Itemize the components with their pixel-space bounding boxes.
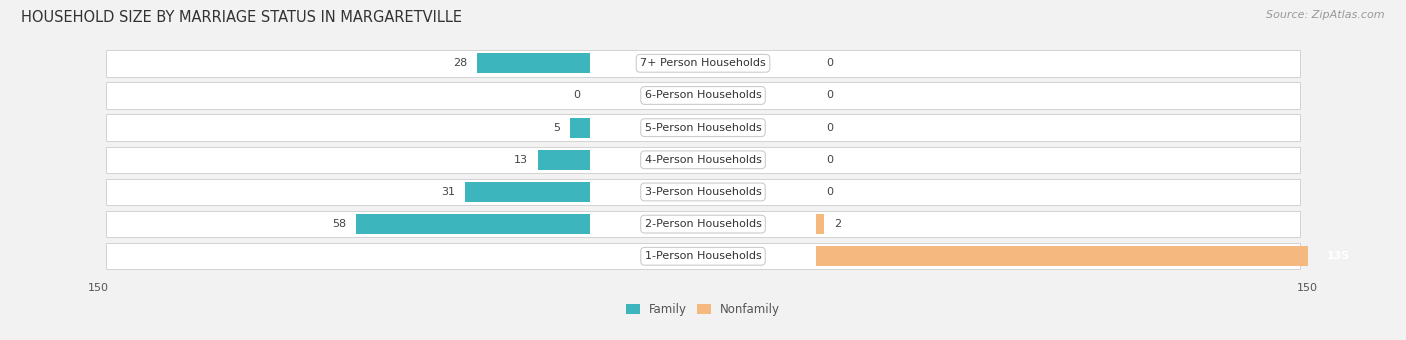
Text: Source: ZipAtlas.com: Source: ZipAtlas.com	[1267, 10, 1385, 20]
Legend: Family, Nonfamily: Family, Nonfamily	[626, 303, 780, 316]
Text: 2-Person Households: 2-Person Households	[644, 219, 762, 229]
Text: 13: 13	[513, 155, 527, 165]
Text: 135: 135	[1327, 251, 1350, 261]
Bar	[107, 147, 1299, 173]
Text: 28: 28	[453, 58, 467, 68]
Text: 6-Person Households: 6-Person Households	[644, 90, 762, 101]
Text: 0: 0	[825, 58, 832, 68]
Bar	[107, 115, 1299, 141]
Bar	[815, 214, 824, 234]
Text: 0: 0	[574, 90, 581, 101]
Text: 5-Person Households: 5-Person Households	[644, 123, 762, 133]
Text: 0: 0	[825, 90, 832, 101]
Bar	[107, 50, 1299, 76]
Bar	[477, 53, 591, 73]
Text: 0: 0	[825, 187, 832, 197]
Bar	[107, 211, 1299, 237]
Bar	[465, 182, 591, 202]
Bar	[356, 214, 591, 234]
Bar	[107, 243, 1299, 270]
Text: 5: 5	[553, 123, 560, 133]
Text: 58: 58	[332, 219, 346, 229]
Text: 31: 31	[441, 187, 456, 197]
Text: HOUSEHOLD SIZE BY MARRIAGE STATUS IN MARGARETVILLE: HOUSEHOLD SIZE BY MARRIAGE STATUS IN MAR…	[21, 10, 463, 25]
Text: 0: 0	[825, 155, 832, 165]
Bar	[537, 150, 591, 170]
Bar	[815, 246, 1360, 266]
Text: 0: 0	[825, 123, 832, 133]
Text: 3-Person Households: 3-Person Households	[644, 187, 762, 197]
Text: 2: 2	[834, 219, 841, 229]
Text: 4-Person Households: 4-Person Households	[644, 155, 762, 165]
Text: 1-Person Households: 1-Person Households	[644, 251, 762, 261]
Text: 7+ Person Households: 7+ Person Households	[640, 58, 766, 68]
Bar	[107, 179, 1299, 205]
Bar	[569, 118, 591, 138]
Bar	[107, 82, 1299, 109]
